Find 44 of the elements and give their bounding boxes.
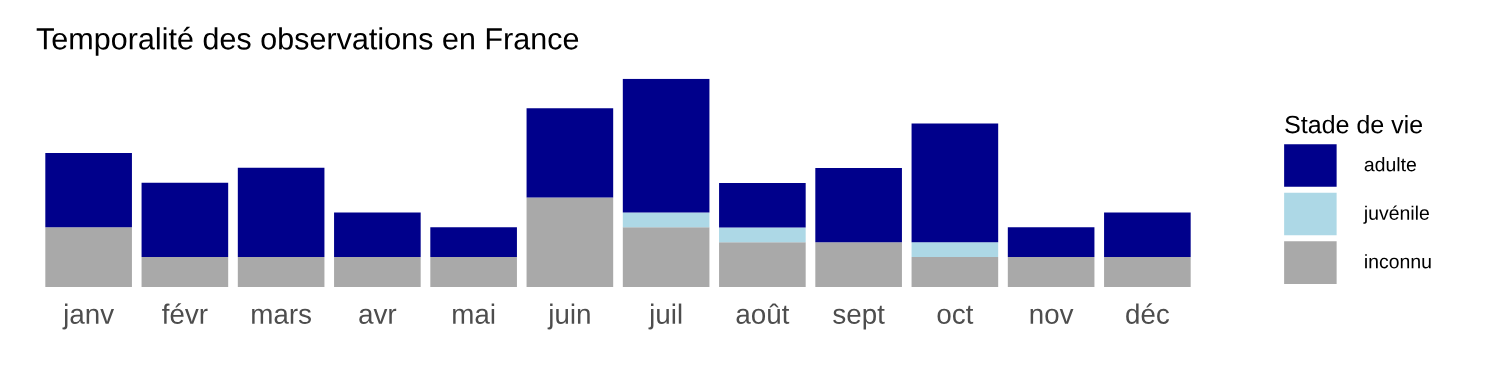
- bar: [622, 78, 710, 213]
- x-tick-label: févr: [162, 303, 208, 324]
- bar: [45, 227, 132, 287]
- bar: [526, 108, 614, 198]
- bar: [45, 153, 132, 228]
- x-tick-label: nov: [1030, 308, 1074, 324]
- bar: [1104, 257, 1191, 287]
- bar: [719, 227, 806, 243]
- bar: [430, 227, 517, 258]
- bar: [622, 212, 710, 228]
- bar: [815, 242, 902, 287]
- bar: [1007, 257, 1095, 287]
- bar: [237, 167, 325, 258]
- x-tick-label: déc: [1126, 303, 1170, 324]
- chart-title: Temporalité des observations en France: [36, 26, 579, 56]
- legend-label: adulte: [1364, 157, 1416, 172]
- bar: [911, 123, 999, 243]
- x-tick-label: avr: [359, 308, 397, 324]
- bar: [334, 212, 421, 258]
- legend-title: Stade de vie: [1285, 115, 1423, 134]
- x-tick-label: sept: [833, 305, 885, 330]
- bar: [526, 197, 614, 287]
- bar: [1007, 227, 1095, 258]
- bar: [622, 227, 710, 287]
- bar: [911, 257, 999, 287]
- x-tick-label: août: [736, 303, 790, 324]
- x-tick-label: juil: [648, 303, 682, 330]
- legend-label: juvénile: [1363, 205, 1429, 224]
- bar: [911, 242, 999, 258]
- bar: [430, 257, 517, 287]
- bar: [719, 183, 806, 228]
- x-tick-label: juin: [547, 303, 590, 330]
- bar: [334, 257, 421, 287]
- bar: [141, 257, 229, 287]
- bar: [719, 242, 806, 287]
- x-tick-label: janv: [62, 303, 115, 330]
- x-tick-label: oct: [937, 305, 974, 324]
- bar: [141, 182, 229, 258]
- x-tick-label: mars: [252, 308, 311, 324]
- bar: [815, 168, 902, 243]
- x-tick-label: mai: [453, 303, 495, 324]
- legend-label: inconnu: [1365, 254, 1431, 269]
- bar: [1104, 212, 1191, 258]
- bar: [237, 257, 325, 287]
